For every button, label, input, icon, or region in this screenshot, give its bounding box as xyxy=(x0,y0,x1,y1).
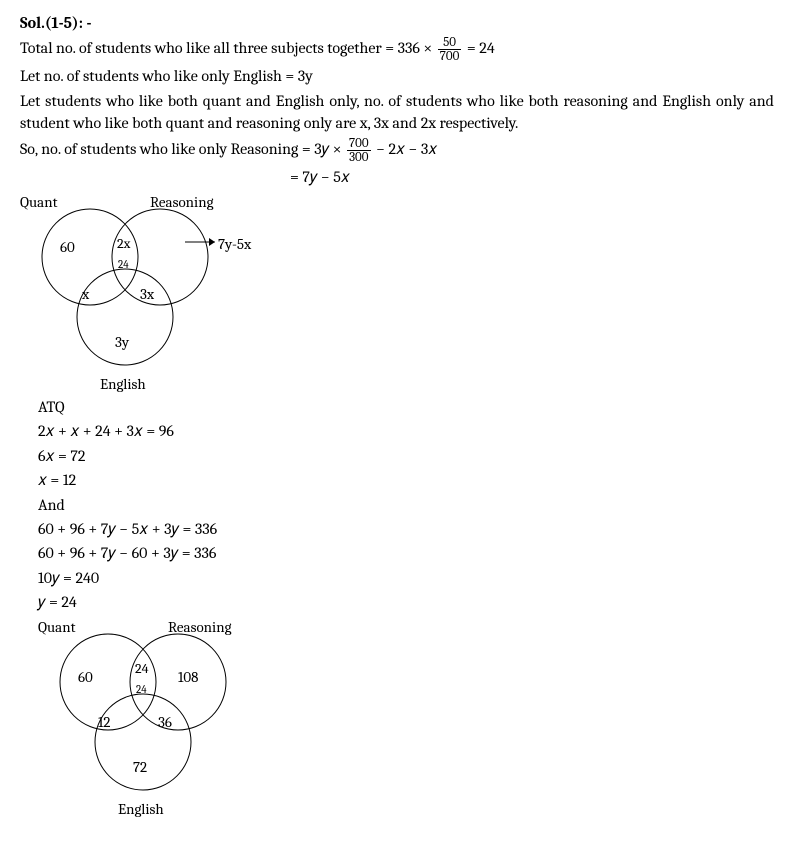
line-4-text-b: − 2𝑥 − 3𝑥 xyxy=(376,140,437,158)
venn1-label-quant: Quant xyxy=(20,192,57,213)
venn-diagram-1: Quant Reasoning English 60 2x 24 7y-5x x… xyxy=(20,192,300,392)
fraction-700-300: 700 300 xyxy=(347,137,371,164)
eq-5: 60 + 96 + 7𝑦 − 60 + 3𝑦 = 336 xyxy=(38,542,774,564)
venn1-label-english: English xyxy=(100,374,146,395)
venn1-svg xyxy=(20,192,300,377)
venn1-reasoning-only: 7y-5x xyxy=(218,234,251,255)
eq-7: 𝑦 = 24 xyxy=(38,591,774,613)
atq-label: ATQ xyxy=(38,396,774,418)
venn1-arrow-head xyxy=(209,238,215,246)
frac-den: 300 xyxy=(347,151,371,164)
eq-4: 60 + 96 + 7𝑦 − 5𝑥 + 3𝑦 = 336 xyxy=(38,518,774,540)
line-1-text-b: = 24 xyxy=(467,40,495,58)
eq-3: 𝑥 = 12 xyxy=(38,469,774,491)
venn1-center: 24 xyxy=(118,257,129,272)
venn2-re: 36 xyxy=(158,712,172,733)
line-1: Total no. of students who like all three… xyxy=(20,36,774,63)
venn1-label-reasoning: Reasoning xyxy=(150,192,213,213)
frac-num: 700 xyxy=(347,137,371,151)
venn2-label-english: English xyxy=(118,799,164,820)
line-1-text-a: Total no. of students who like all three… xyxy=(20,40,436,58)
eq-2: 6𝑥 = 72 xyxy=(38,445,774,467)
venn2-reasoning-only: 108 xyxy=(178,667,198,688)
eq-6: 10𝑦 = 240 xyxy=(38,567,774,589)
venn2-quant-only: 60 xyxy=(78,667,93,688)
eq-1: 2𝑥 + 𝑥 + 24 + 3𝑥 = 96 xyxy=(38,420,774,442)
line-3: Let students who like both quant and Eng… xyxy=(20,90,774,135)
venn1-english-only: 3y xyxy=(115,332,129,353)
frac-den: 700 xyxy=(438,50,462,63)
line-2: Let no. of students who like only Englis… xyxy=(20,65,774,87)
line-4: So, no. of students who like only Reason… xyxy=(20,137,774,164)
venn2-qr: 24 xyxy=(135,659,149,679)
venn1-quant-only: 60 xyxy=(60,237,75,258)
venn2-label-quant: Quant xyxy=(38,617,75,638)
venn2-qe: 12 xyxy=(98,712,111,733)
venn1-re: 3x xyxy=(140,284,154,305)
venn2-english-only: 72 xyxy=(133,757,147,778)
venn1-qr: 2x xyxy=(117,234,130,254)
line-4-text-a: So, no. of students who like only Reason… xyxy=(20,140,345,158)
venn2-center: 24 xyxy=(136,682,147,697)
line-5: = 7𝑦 − 5𝑥 xyxy=(290,166,774,188)
venn1-qe: x xyxy=(82,284,89,305)
fraction-50-700: 50 700 xyxy=(438,36,462,63)
venn2-svg xyxy=(38,617,298,802)
and-label: And xyxy=(38,494,774,516)
venn2-label-reasoning: Reasoning xyxy=(168,617,231,638)
venn-diagram-2: Quant Reasoning English 60 24 24 108 12 … xyxy=(38,617,318,817)
frac-num: 50 xyxy=(438,36,462,50)
solution-header: Sol.(1-5): - xyxy=(20,12,774,34)
